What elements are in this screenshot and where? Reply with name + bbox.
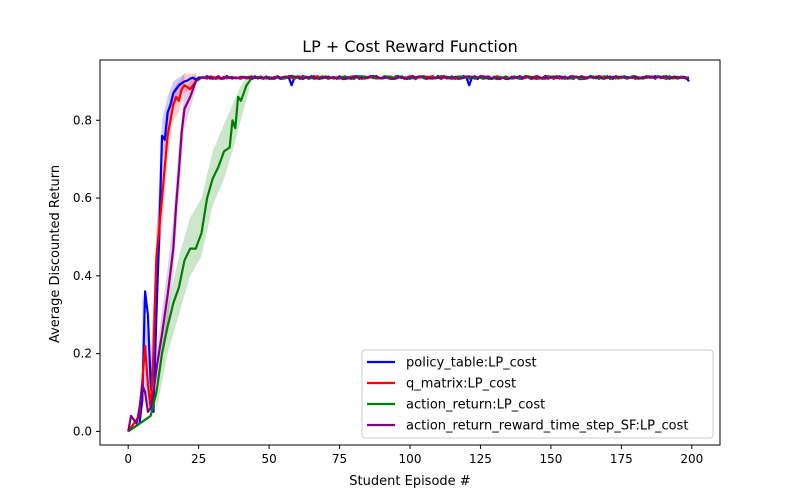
x-tick-label: 50	[261, 452, 276, 466]
legend: policy_table:LP_cost q_matrix:LP_costacti…	[361, 349, 714, 439]
series-lines	[127, 74, 690, 433]
x-tick-label: 200	[680, 452, 703, 466]
legend-label: action_return_reward_time_step_SF:LP_cos…	[406, 419, 688, 434]
x-tick-label: 125	[469, 452, 492, 466]
axes: 0 25 50 75 100 125 150 175 200 0.0 0.2 0.4 0.6 0.8	[73, 59, 721, 466]
x-tick-label: 0	[124, 452, 132, 466]
legend-label: action_return:LP_cost	[406, 398, 545, 413]
y-tick-label: 0.8	[73, 113, 92, 127]
y-tick-label: 0.4	[73, 269, 92, 283]
band-3	[156, 73, 250, 412]
x-tick-label: 25	[191, 452, 206, 466]
band-4	[156, 73, 196, 393]
x-tick-label: 75	[332, 452, 347, 466]
legend-label: q_matrix:LP_cost	[406, 377, 516, 392]
x-tick-label: 175	[610, 452, 633, 466]
x-axis-label: Student Episode #	[349, 474, 470, 489]
legend-box	[361, 349, 714, 439]
y-axis-label: Average Discounted Return	[48, 165, 63, 343]
y-tick-label: 0.0	[73, 424, 92, 438]
band-1	[142, 73, 185, 412]
chart-title: LP + Cost Reward Function	[302, 37, 518, 56]
series-line-4	[127, 74, 690, 432]
legend-label: policy_table:LP_cost	[406, 356, 537, 371]
y-tick-label: 0.6	[73, 191, 92, 205]
y-tick-label: 0.2	[73, 347, 92, 361]
x-tick-label: 100	[399, 452, 422, 466]
x-tick-label: 150	[539, 452, 562, 466]
